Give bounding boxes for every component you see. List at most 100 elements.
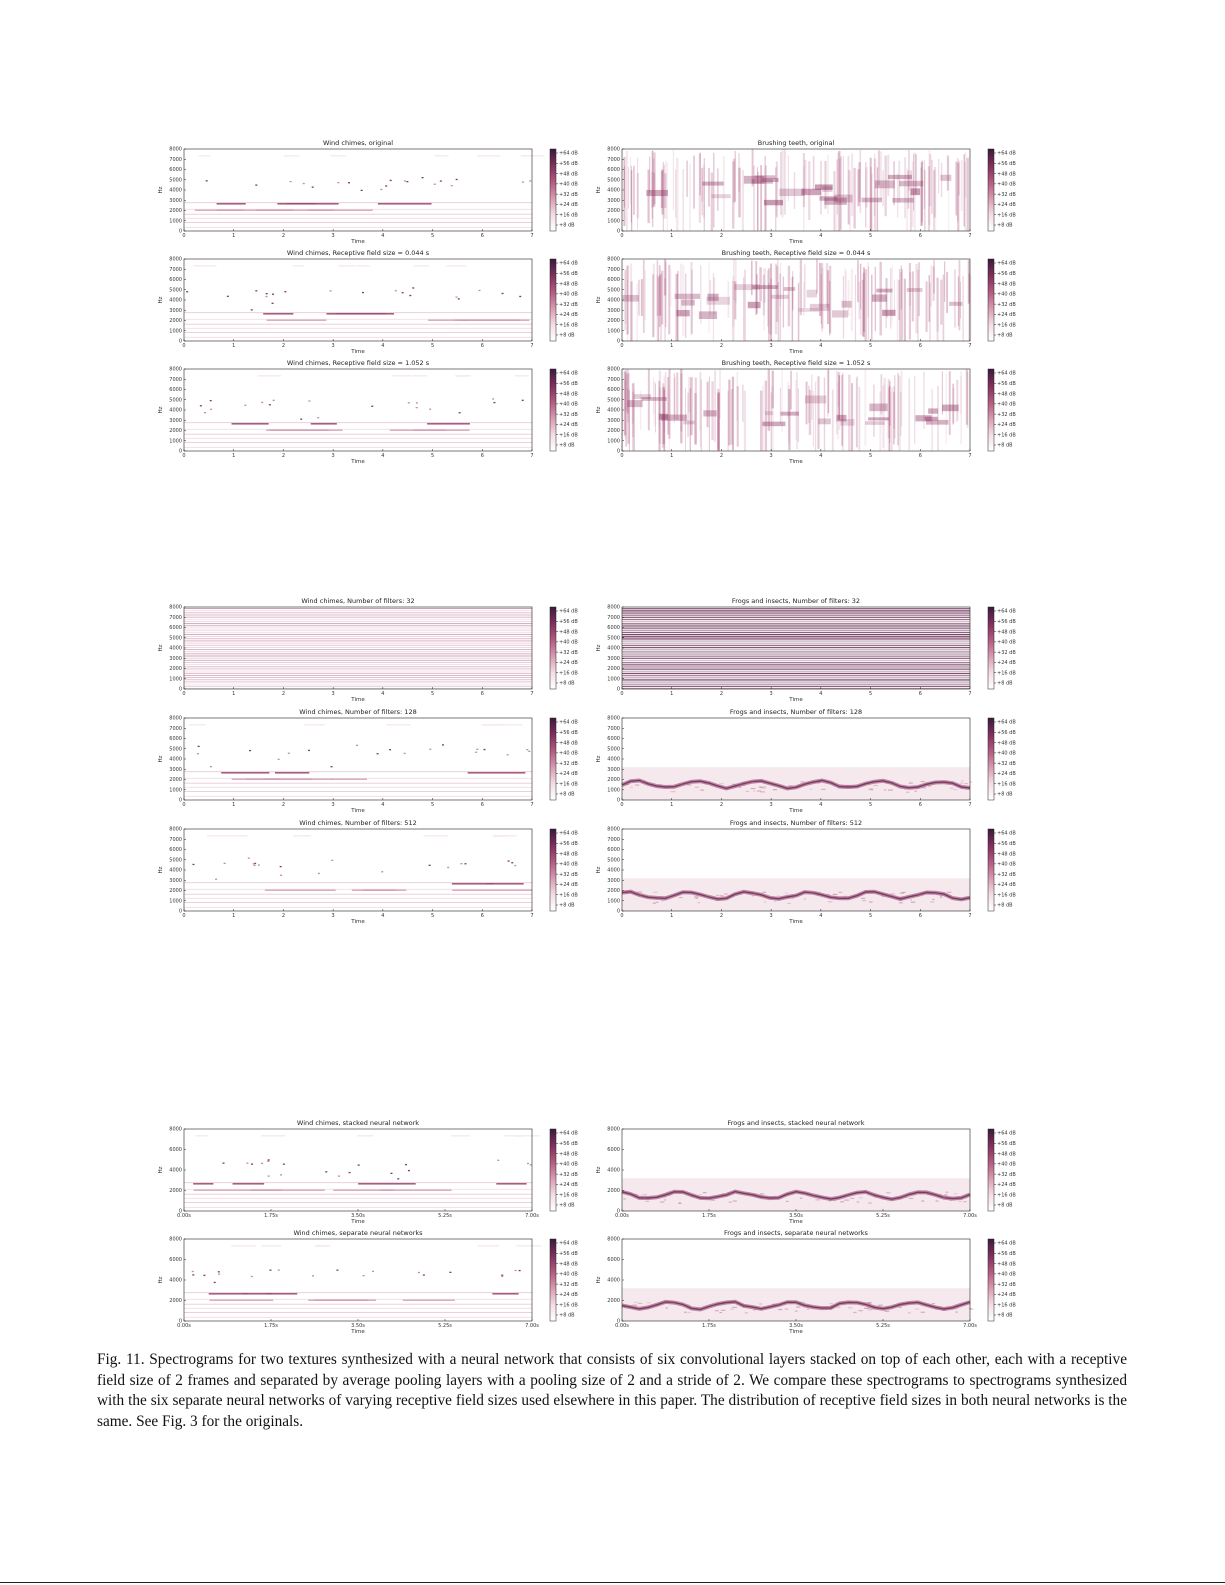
brush-streak [933,260,935,294]
chime-segment [380,1189,452,1191]
y-axis-label: Hz [158,866,164,873]
noise-row [184,612,532,614]
chime-segment [467,772,526,774]
frog-speck [830,1305,834,1307]
chime-dot [394,290,397,292]
brush-streak [703,158,705,231]
frog-speck [719,1311,723,1314]
frog-speck [943,1194,948,1196]
brush-streak [858,162,861,203]
x-tick-label: 3.50s [351,1213,365,1219]
brush-streak [656,260,659,317]
brush-streak [842,156,844,202]
colorbar-tick-label: +56 dB [997,619,1016,625]
brush-streak [760,390,763,451]
frog-speck [661,1196,666,1198]
frog-speck [667,1194,672,1196]
x-tick-label: 4 [381,453,384,459]
brush-streak [638,279,640,316]
brush-band [831,310,849,318]
chime-segment [307,209,373,211]
brush-streak [663,375,666,432]
y-tick-label: 1000 [607,898,620,904]
frog-speck [959,782,964,784]
brush-band [861,197,882,203]
brush-streak [768,282,770,334]
spectrum-line [184,882,532,884]
brush-streak [663,389,666,451]
spectrum-line [184,782,532,784]
brush-streak [893,161,895,206]
brush-streak [751,149,754,187]
x-tick-label: 7 [530,691,533,697]
x-axis-label: Time [350,1219,365,1225]
brush-band [779,188,805,197]
chime-dot [331,859,334,862]
frog-speck [845,784,851,787]
brush-streak [663,164,665,219]
chime-dot [507,860,510,862]
y-tick-label: 5000 [169,287,182,293]
frog-speck [898,1306,902,1308]
chime-dot [433,183,436,185]
frog-speck [632,1304,638,1306]
frog-speck [867,1302,872,1304]
brush-streak [917,269,919,341]
chime-segment [358,1183,416,1185]
x-axis-label: Time [350,1329,365,1335]
chime-segment [277,203,316,205]
colorbar-tick-label: +40 dB [997,640,1016,646]
brush-streak [925,281,928,333]
frog-speck [849,1197,855,1200]
y-tick-label: 8000 [607,257,620,263]
chart-title: Frogs and insects, Number of filters: 12… [730,708,862,716]
frog-speck [844,1199,850,1201]
spectrum-line [184,790,532,792]
chime-dot [357,1164,360,1166]
y-tick-label: 8000 [169,147,182,153]
brush-streak [688,376,691,413]
noise-row [184,655,532,657]
y-axis-label: Hz [596,1276,602,1283]
frog-speck [880,1195,884,1197]
y-tick-label: 2000 [169,428,182,434]
y-axis-label: Hz [596,186,602,193]
brush-streak [823,377,826,451]
brush-streak [657,277,660,341]
chime-dot [265,293,268,295]
brush-streak [899,391,902,436]
brush-streak [921,160,923,222]
spectrogram-panel: Wind chimes, Receptive field size = 1.05… [158,359,580,465]
brush-streak [879,151,882,200]
chime-segment [451,883,494,885]
x-tick-label: 7 [968,691,971,697]
chime-dot [434,155,449,157]
y-tick-label: 3000 [169,767,182,773]
spectrogram-image [184,1239,541,1321]
chime-dot [317,872,320,875]
chime-dot [476,748,479,750]
brush-streak [889,385,891,443]
colorbar-tick-label: +24 dB [559,882,578,888]
spectrum-line [184,777,532,779]
colorbar-tick-label: +48 dB [997,171,1016,177]
brush-streak [935,170,937,231]
x-axis-label: Time [788,1329,803,1335]
brush-streak [821,267,824,332]
brush-streak [969,275,972,339]
noise-row [184,627,532,629]
brush-streak [906,168,909,231]
chime-dot [392,375,411,377]
frog-speck [773,900,776,903]
brush-streak [836,160,838,231]
x-tick-label: 6 [919,691,922,697]
brush-band [674,293,701,299]
frog-speck [689,1193,693,1196]
frog-speck [745,782,749,784]
brush-streak [847,169,851,225]
noise-row [622,636,970,638]
frog-speck [884,895,889,897]
spectrum-line [184,422,532,424]
frog-speck [961,780,964,782]
chime-dot [450,184,453,187]
